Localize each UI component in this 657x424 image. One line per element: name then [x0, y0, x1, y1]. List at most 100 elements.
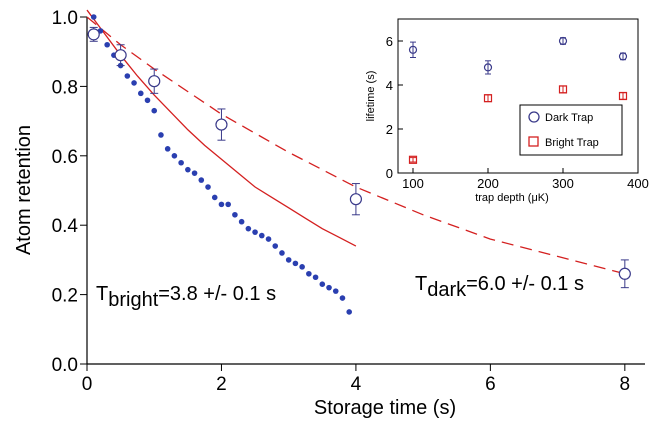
dark-trap-data-point: [148, 75, 161, 88]
main-series: [86, 9, 631, 315]
bright-trap-data-point: [285, 257, 292, 263]
bright-trap-data-point: [299, 264, 305, 270]
bright-trap-data-point: [151, 107, 158, 114]
inset-x-axis-title: trap depth (μK): [475, 192, 549, 204]
inset-x-title-part-3: K): [538, 192, 549, 204]
dark-trap-data-point: [215, 118, 228, 131]
main-x-tick-label: 6: [485, 374, 496, 395]
inset-y-tick-label: 6: [386, 34, 393, 49]
main-y-axis-title: Atom retention: [13, 125, 35, 255]
bright-trap-data-point: [326, 284, 332, 291]
annotation-dark-subscript: dark: [427, 279, 467, 301]
bright-trap-data-point: [131, 80, 137, 86]
annotation-bright-symbol: T: [96, 283, 108, 305]
annotation-dark-symbol: T: [415, 273, 427, 295]
inset-x-ticks: 100 200 300 400: [402, 168, 649, 191]
bright-trap-data-point: [319, 281, 326, 287]
bright-trap-data-point: [191, 170, 198, 176]
inset-x-tick-label: 400: [627, 176, 649, 191]
main-x-tick-label: 2: [216, 374, 227, 395]
main-y-tick-label: 0.8: [52, 77, 78, 98]
inset-x-tick-label: 300: [552, 176, 574, 191]
bright-trap-data-point: [205, 184, 211, 190]
bright-trap-data-point: [178, 159, 184, 166]
bright-trap-data-point: [124, 73, 131, 79]
annotation-bright-value: =3.8 +/- 0.1 s: [158, 283, 276, 305]
inset-bright-trap-data-point: [408, 155, 418, 164]
legend-bright-trap-label: Bright Trap: [545, 137, 599, 149]
bright-trap-data-point: [104, 41, 110, 48]
legend-dark-trap-marker: [528, 111, 540, 123]
annotation-bright-subscript: bright: [108, 289, 158, 311]
bright-trap-data-point: [164, 146, 171, 152]
main-x-tick-label: 8: [620, 374, 631, 395]
bright-trap-data-point: [252, 229, 258, 235]
inset-dark-trap-data-point: [558, 36, 568, 46]
main-y-tick-label: 0.6: [52, 147, 78, 168]
inset-y-ticks: 0 2 4 6: [386, 34, 403, 181]
main-y-tick-label: 0.2: [52, 286, 78, 307]
dark-fit-curve: [86, 16, 625, 275]
dark-trap-data-point: [349, 193, 363, 206]
inset-x-tick-label: 200: [477, 176, 499, 191]
inset-y-tick-label: 4: [386, 78, 393, 93]
bright-trap-data-point: [292, 260, 299, 267]
bright-trap-data-point: [225, 201, 231, 208]
inset-series: [408, 36, 628, 164]
bright-trap-data-point: [306, 270, 312, 277]
bright-trap-data-point: [245, 225, 252, 232]
dark-trap-data-point: [87, 28, 100, 41]
bright-trap-data-point: [332, 288, 339, 294]
annotation-dark-value: =6.0 +/- 0.1 s: [466, 273, 584, 295]
dark-trap-data-point: [618, 267, 631, 280]
main-y-tick-label: 0.0: [52, 355, 78, 376]
inset-x-tick-label: 100: [402, 176, 424, 191]
bright-trap-data-point: [265, 236, 272, 242]
bright-trap-data-point: [232, 211, 238, 218]
main-x-tick-label: 0: [82, 374, 93, 395]
bright-trap-data-point: [158, 132, 164, 138]
inset-y-axis-title: lifetime (s): [365, 71, 377, 122]
bright-trap-data-point: [144, 97, 151, 104]
annotation-bright-lifetime: Tbright=3.8 +/- 0.1 s: [96, 283, 276, 311]
legend-bright-trap-marker: [528, 136, 539, 147]
inset-y-tick-label: 0: [386, 166, 393, 181]
main-x-axis-title: Storage time (s): [314, 397, 456, 419]
main-plot: 0 2 4 6 8 0.0 0.2 0.4 0.6 0.8 1.0 Storage time (s…: [13, 8, 645, 419]
bright-trap-data-point: [137, 90, 144, 97]
inset-bright-trap-data-point: [483, 94, 493, 103]
bright-trap-data-point: [339, 295, 346, 301]
inset-y-tick-label: 2: [386, 122, 393, 137]
inset-bright-trap-data-point: [558, 85, 568, 94]
bright-trap-data-point: [211, 194, 218, 201]
inset-bright-trap-data-point: [618, 91, 628, 101]
bright-trap-data-point: [279, 250, 285, 256]
bright-trap-data-point: [238, 218, 245, 225]
main-y-tick-label: 0.4: [52, 216, 79, 237]
inset-x-title-mu: μ: [531, 192, 537, 204]
main-y-tick-label: 1.0: [52, 8, 78, 29]
bright-trap-data-point: [185, 166, 191, 173]
inset-dark-trap-data-point: [483, 63, 493, 72]
bright-trap-data-point: [171, 153, 178, 159]
dark-trap-data-point: [114, 49, 127, 62]
inset-dark-trap-data-point: [618, 52, 628, 61]
bright-trap-data-point: [90, 14, 97, 20]
bright-trap-data-point: [258, 232, 265, 239]
main-x-tick-label: 4: [351, 374, 362, 395]
annotation-dark-lifetime: Tdark=6.0 +/- 0.1 s: [415, 273, 584, 301]
inset-legend: Dark Trap Bright Trap: [519, 104, 623, 156]
bright-trap-data-point: [346, 309, 352, 315]
main-y-ticks: 0.0 0.2 0.4 0.6 0.8 1.0: [52, 8, 87, 376]
bright-fit-curve: [86, 9, 357, 247]
inset-plot: 100 200 300 400 0 2 4 6 trap depth (μK) lifeti…: [365, 18, 649, 204]
bright-trap-data-point: [272, 243, 279, 249]
bright-trap-data-point: [198, 177, 205, 183]
main-x-ticks: 0 2 4 6 8: [82, 364, 630, 395]
inset-dark-trap-data-point: [408, 45, 418, 54]
bright-trap-data-point: [312, 274, 319, 281]
bright-trap-data-point: [218, 201, 225, 208]
inset-x-title-part-1: trap depth (: [475, 192, 532, 204]
legend-dark-trap-label: Dark Trap: [545, 112, 593, 124]
